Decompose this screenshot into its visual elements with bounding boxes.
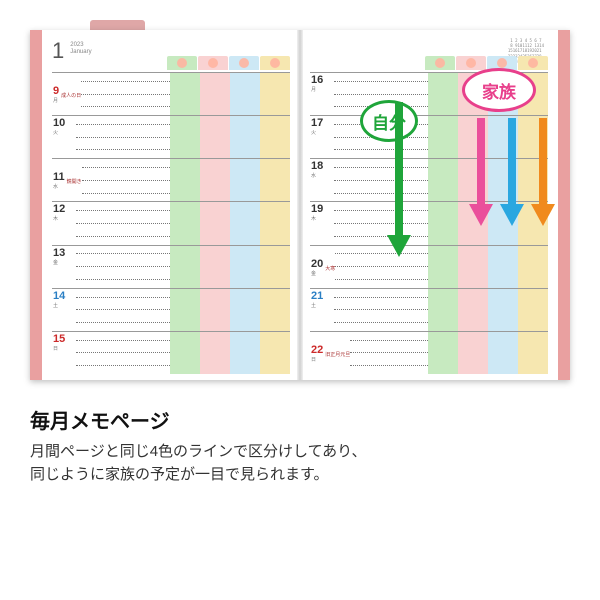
- arrow-family-blue-icon: [499, 118, 525, 226]
- column-header-strips-right: [424, 56, 548, 70]
- page-left: 1 2023January 9月成人の日10火11水鏡開き12木13金14土15…: [30, 30, 300, 380]
- day-row: 13金: [52, 245, 290, 288]
- day-row: 12木: [52, 201, 290, 244]
- day-row: 21土: [310, 288, 548, 331]
- caption-title: 毎月メモページ: [30, 405, 570, 434]
- arrow-family-pink-icon: [468, 118, 494, 226]
- label-family-bubble: 家族: [462, 68, 536, 112]
- month-sub: 2023January: [70, 42, 91, 55]
- day-row: 20金大寒: [310, 245, 548, 288]
- left-days: 9月成人の日10火11水鏡開き12木13金14土15日: [52, 72, 290, 374]
- day-row: 10火: [52, 115, 290, 158]
- planner-figure: 1 2023January 9月成人の日10火11水鏡開き12木13金14土15…: [30, 30, 570, 380]
- day-row: 11水鏡開き: [52, 158, 290, 201]
- caption: 毎月メモページ 月間ページと同じ4色のラインで区分けしてあり、 同じように家族の…: [30, 405, 570, 487]
- arrow-self-icon: [386, 102, 412, 257]
- page-left-header: 1 2023January: [52, 38, 290, 72]
- arrow-family-orange-icon: [530, 118, 556, 226]
- day-row: 22日旧正月元旦: [310, 331, 548, 374]
- day-row: 15日: [52, 331, 290, 374]
- label-family-text: 家族: [482, 78, 516, 103]
- page-right-header: 1 2 3 4 5 6 7 8 9101112 1314 15161718192…: [310, 38, 548, 72]
- day-row: 14土: [52, 288, 290, 331]
- caption-text: 月間ページと同じ4色のラインで区分けしてあり、 同じように家族の予定が一目で見ら…: [30, 440, 570, 487]
- column-header-strips-left: [166, 56, 290, 70]
- day-row: 9月成人の日: [52, 72, 290, 115]
- month-number: 1: [52, 38, 64, 64]
